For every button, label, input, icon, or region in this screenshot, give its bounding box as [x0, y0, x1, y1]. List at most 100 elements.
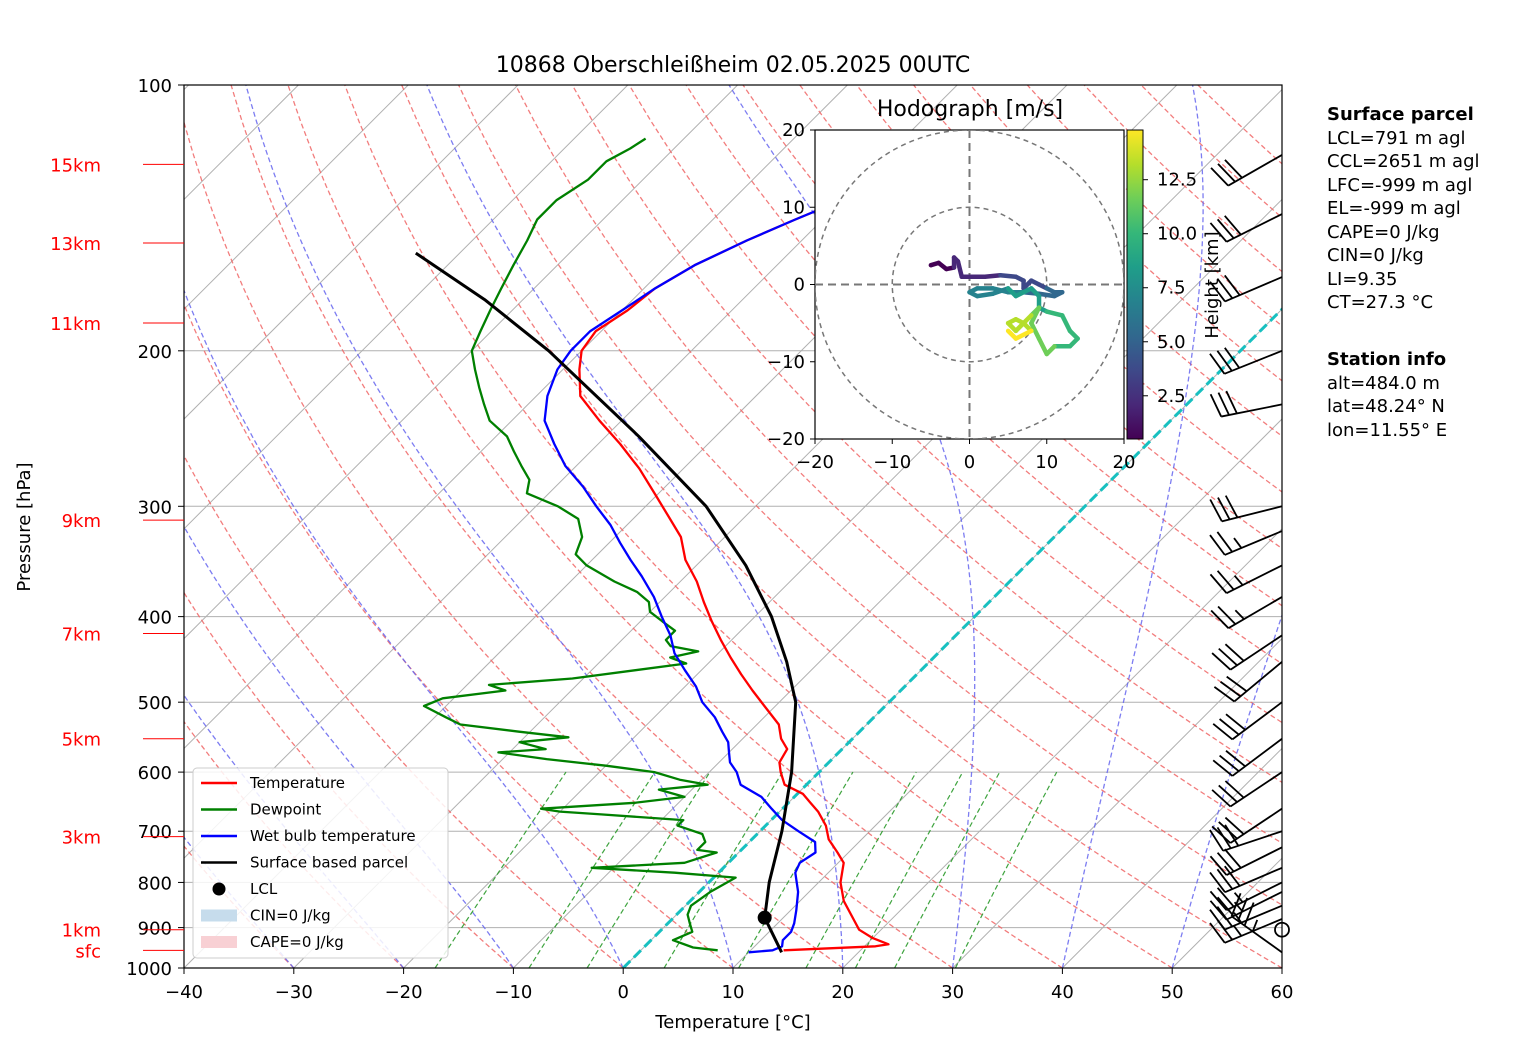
wind-barb	[1209, 213, 1283, 243]
moist-adiabat-line	[1171, 613, 1282, 968]
station-info-panel: Station info alt=484.0 m lat=48.24° N lo…	[1327, 348, 1447, 442]
wind-barb	[1209, 824, 1283, 852]
surface-el: EL=-999 m agl	[1327, 198, 1461, 219]
wind-barb	[1212, 701, 1283, 741]
wind-barb-flag	[1217, 497, 1231, 520]
wind-barb	[1213, 661, 1283, 703]
wind-barb-staff	[1224, 904, 1283, 931]
dry-adiabat-line	[230, 85, 953, 968]
moist-adiabat-line	[245, 85, 734, 968]
hodograph-x-tick-label: 10	[1035, 452, 1058, 473]
wind-barb-flag	[1224, 495, 1239, 518]
mixing-ratio-line	[663, 771, 784, 968]
isotherm-line	[184, 85, 738, 640]
wind-barb-flag	[1224, 848, 1242, 869]
moist-adiabat-line	[1061, 85, 1204, 968]
station-lat: lat=48.24° N	[1327, 396, 1445, 417]
wind-barb-flag	[1225, 713, 1246, 731]
wind-barb-staff	[1221, 505, 1283, 523]
y-tick-label: 400	[138, 608, 172, 629]
isotherm-line	[952, 637, 1282, 968]
dry-adiabat-line	[184, 120, 844, 968]
wind-barb-flag	[1224, 347, 1241, 369]
hodograph-segment	[974, 291, 995, 299]
legend: Temperature Dewpoint Wet bulb temperature S…	[192, 767, 449, 959]
wind-barb-flag	[1209, 573, 1228, 594]
wind-barb	[1211, 771, 1283, 808]
surface-lcl: LCL=791 m agl	[1327, 127, 1466, 149]
wind-barb-flag	[1209, 222, 1228, 243]
surface-parcel-header: Surface parcel	[1327, 104, 1474, 125]
y-tick-label: 100	[138, 76, 172, 97]
wind-barb-flag	[1209, 871, 1226, 893]
wind-barb-flag	[1217, 163, 1236, 183]
x-tick-label: 50	[1161, 982, 1184, 1003]
wind-barb-flag	[1216, 570, 1235, 591]
wind-barb-flag	[1224, 816, 1245, 835]
legend-dot-swatch	[212, 882, 226, 896]
wind-barb-flag	[1224, 159, 1243, 179]
legend-item: CIN=0 J/kg	[201, 907, 331, 925]
mixing-ratio-line	[805, 771, 917, 968]
wind-barb-half-flag	[1251, 919, 1259, 932]
isotherm-line	[184, 85, 519, 420]
wind-barb	[1209, 530, 1283, 556]
legend-box	[192, 767, 449, 959]
colorbar-tick-label: 5.0	[1157, 332, 1186, 353]
legend-item: Dewpoint	[201, 801, 321, 819]
legend-label: CAPE=0 J/kg	[250, 933, 344, 951]
plot-grid	[184, 85, 1282, 968]
y-tick-label: 600	[138, 763, 172, 784]
wind-barb-flag	[1209, 900, 1228, 921]
mixing-ratio-line	[528, 771, 656, 968]
wind-barb-staff	[1233, 661, 1283, 703]
lcl-marker	[757, 910, 772, 925]
wind-barb-staff	[1222, 830, 1283, 852]
wind-barb-flag	[1212, 723, 1233, 741]
wind-barb-staff	[1229, 634, 1283, 671]
wind-barb-staff	[1229, 771, 1283, 808]
moist-adiabat-line	[426, 85, 844, 968]
wind-barb-flag	[1209, 353, 1226, 375]
y-tick-label: 500	[138, 693, 172, 714]
hodograph-segment	[1029, 320, 1042, 341]
wind-barb-staff	[1226, 846, 1283, 876]
dry-adiabat-line	[287, 85, 1063, 968]
wind-barb-staff	[1226, 881, 1283, 911]
wind-barb-flag	[1213, 686, 1235, 703]
hodograph-segment	[1005, 328, 1019, 341]
legend-item: Temperature	[201, 774, 345, 792]
isotherm-line	[184, 85, 409, 310]
wind-barb-staff	[1226, 891, 1283, 921]
hodograph-y-tick-label: 0	[794, 275, 805, 296]
mixing-ratio-line	[894, 771, 1001, 968]
height-label: 11km	[50, 314, 101, 335]
surface-li: LI=9.35	[1327, 268, 1398, 290]
y-tick-label: 200	[138, 342, 172, 363]
wind-barb-flag	[1217, 605, 1237, 625]
y-tick-label: 900	[138, 919, 172, 940]
wind-barb-half-flag	[1233, 537, 1243, 549]
wind-barb	[1209, 347, 1283, 375]
mixing-ratio-line	[434, 771, 567, 968]
hodograph-segment	[1059, 313, 1073, 334]
wind-barb-half-flag	[1233, 925, 1243, 937]
x-tick-label: 60	[1271, 982, 1294, 1003]
hodograph-frame	[814, 129, 1125, 440]
surface-ct: CT=27.3 °C	[1327, 292, 1434, 313]
wind-barb	[1209, 865, 1283, 894]
hodograph-segment	[1044, 309, 1065, 318]
wind-barb-staff	[1227, 596, 1283, 629]
station-lon: lon=11.55° E	[1327, 419, 1448, 441]
wind-barb-flag	[1209, 922, 1226, 944]
wind-barb-flag	[1224, 215, 1242, 236]
y-tick-label: 1000	[126, 959, 172, 980]
x-tick-label: −20	[385, 982, 423, 1003]
zero-isotherm-line	[622, 307, 1282, 968]
x-tick-label: 40	[1051, 982, 1074, 1003]
wind-barb-flag	[1216, 531, 1233, 553]
hodograph-y-tick-label: −10	[767, 352, 805, 373]
surface-ccl: CCL=2651 m agl	[1327, 151, 1480, 172]
hodograph-x-tick-label: −20	[796, 452, 834, 473]
wind-barb-flag	[1217, 392, 1230, 416]
